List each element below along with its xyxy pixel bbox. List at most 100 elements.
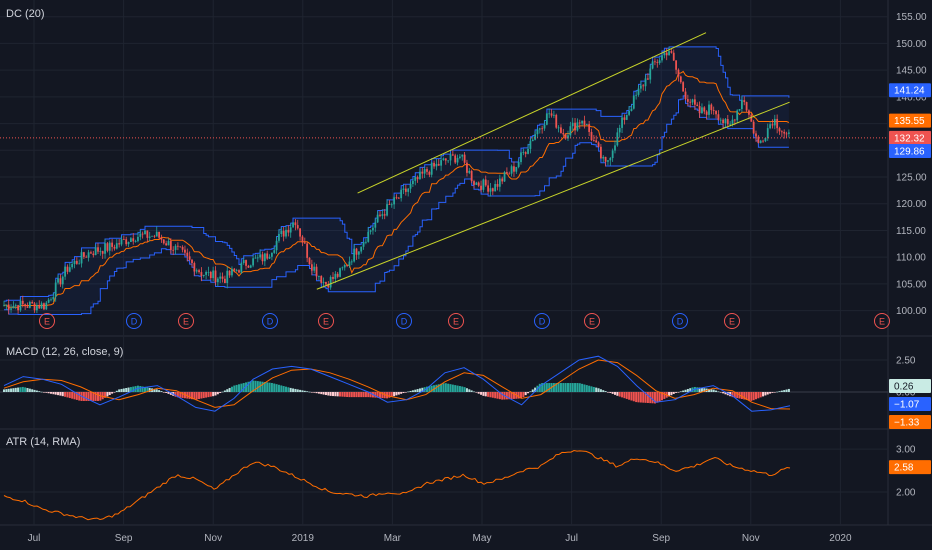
macd-histogram-bar <box>562 383 565 392</box>
candle-body <box>503 172 506 182</box>
macd-histogram-bar <box>144 386 146 392</box>
macd-histogram-bar <box>444 383 447 392</box>
macd-histogram-bar <box>233 385 236 392</box>
candle-body <box>423 169 426 174</box>
macd-histogram-bar <box>534 387 537 392</box>
candle-body <box>71 264 74 268</box>
macd-histogram-bar <box>658 392 661 402</box>
macd-histogram-bar <box>670 392 673 396</box>
macd-histogram-bar <box>61 392 64 397</box>
candle-body <box>569 126 572 136</box>
macd-histogram-bar <box>374 392 377 398</box>
macd-histogram-bar <box>747 392 750 401</box>
x-tick-label: 2020 <box>829 533 852 544</box>
price-tick-label: 140.00 <box>896 92 927 103</box>
price-tick-label: 115.00 <box>896 226 926 237</box>
x-tick-label: Jul <box>565 533 578 544</box>
macd-histogram-bar <box>292 388 295 392</box>
macd-pane[interactable] <box>0 355 888 412</box>
candle-body <box>616 132 619 146</box>
candle-body <box>92 253 95 256</box>
macd-histogram-bar <box>538 383 541 392</box>
candle-body <box>414 177 417 181</box>
candle-body <box>755 133 757 137</box>
candle-body <box>665 52 668 56</box>
donchian-basis <box>3 70 790 308</box>
candle-body <box>717 114 720 120</box>
candle-body <box>630 108 633 111</box>
macd-histogram-bar <box>42 392 45 393</box>
candle-body <box>172 249 175 251</box>
macd-histogram-bar <box>3 389 5 392</box>
candle-body <box>177 245 179 247</box>
macd-histogram-bar <box>614 392 616 395</box>
candle-body <box>459 156 461 158</box>
macd-histogram-bar <box>456 385 459 392</box>
candle-body <box>548 113 551 115</box>
macd-histogram-bar <box>529 391 532 392</box>
event-marker-label: E <box>453 317 459 327</box>
macd-histogram-bar <box>637 392 640 403</box>
atr-pane-label: ATR (14, RMA) <box>6 436 81 448</box>
macd-histogram-bar <box>73 392 76 400</box>
macd-tag-label: −1.33 <box>894 418 920 429</box>
macd-histogram-bar <box>327 392 330 396</box>
candle-body <box>191 259 193 264</box>
macd-histogram-bar <box>71 392 74 399</box>
candle-body <box>538 128 541 130</box>
candle-body <box>508 173 511 175</box>
macd-histogram-bar <box>57 392 60 396</box>
macd-histogram-bar <box>275 384 278 392</box>
candle-body <box>489 188 492 192</box>
macd-histogram-bar <box>355 392 358 398</box>
macd-histogram-bar <box>411 390 414 392</box>
candle-body <box>379 214 381 216</box>
candle-body <box>5 304 8 306</box>
macd-histogram-bar <box>757 392 760 399</box>
macd-histogram-bar <box>226 389 229 392</box>
candle-body <box>318 276 320 277</box>
macd-histogram-bar <box>31 389 34 392</box>
macd-histogram-bar <box>317 392 320 394</box>
macd-histogram-bar <box>393 392 396 397</box>
macd-histogram-bar <box>282 386 285 392</box>
macd-histogram-bar <box>578 383 581 392</box>
macd-histogram-bar <box>604 391 607 392</box>
macd-histogram-bar <box>242 383 245 392</box>
macd-histogram-bar <box>127 387 130 392</box>
candle-body <box>654 61 656 63</box>
atr-pane[interactable] <box>3 449 791 521</box>
macd-histogram-bar <box>59 392 62 396</box>
candle-body <box>249 265 252 268</box>
macd-histogram-bar <box>470 390 473 392</box>
candle-body <box>762 140 764 142</box>
macd-histogram-bar <box>329 392 332 396</box>
candle-body <box>160 237 163 240</box>
candle-body <box>165 243 168 246</box>
candle-body <box>332 276 334 279</box>
candle-body <box>242 260 245 263</box>
donchian-fill <box>4 46 789 315</box>
candle-body <box>466 162 468 173</box>
candle-body <box>17 305 19 311</box>
macd-histogram-bar <box>677 392 680 393</box>
candle-body <box>153 235 156 237</box>
candle-body <box>7 304 10 310</box>
macd-histogram-bar <box>12 388 15 392</box>
macd-histogram-bar <box>120 388 123 392</box>
candle-body <box>101 251 104 254</box>
candle-body <box>193 263 196 272</box>
macd-histogram-bar <box>771 392 774 393</box>
candle-body <box>259 254 262 258</box>
price-pane-label: DC (20) <box>6 8 45 20</box>
macd-histogram-bar <box>280 385 283 392</box>
macd-histogram-bar <box>766 392 769 395</box>
macd-histogram-bar <box>299 389 302 392</box>
candle-body <box>731 119 734 124</box>
candle-body <box>602 156 605 159</box>
macd-tick-label: 2.50 <box>896 356 916 367</box>
macd-histogram-bar <box>787 388 790 392</box>
macd-histogram-bar <box>682 390 685 392</box>
